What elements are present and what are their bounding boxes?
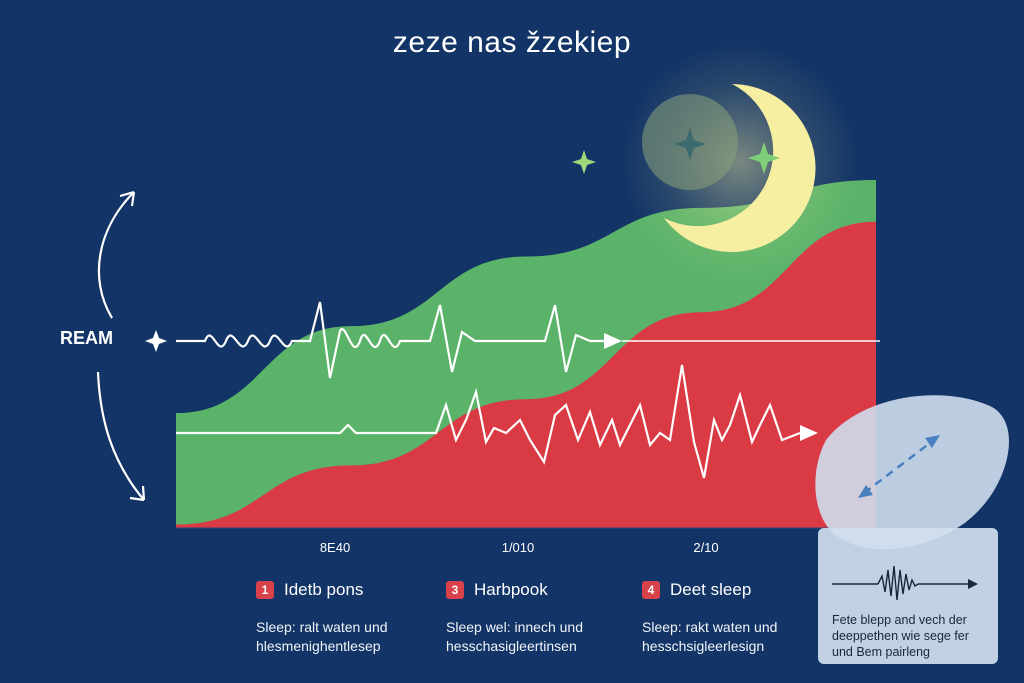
deep-waveform-line	[176, 364, 801, 479]
x-tick-label: 8E40	[320, 540, 350, 555]
series-area-lower	[176, 221, 876, 528]
legend-name: Harbpook	[474, 580, 548, 599]
legend-item: 3 Harbpook Sleep wel: innech und hesscha…	[446, 580, 626, 656]
rem-waveform-line	[176, 301, 610, 379]
sparkle-icon	[674, 128, 706, 160]
legend-description: Sleep wel: innech und hesschasigleertins…	[446, 619, 583, 654]
sparkle-icon	[145, 330, 167, 352]
x-tick-label: 1/010	[502, 540, 535, 555]
legend-item: 1 Idetb pons Sleep: ralt waten und hlesm…	[256, 580, 436, 656]
deep-arrow-head	[800, 425, 818, 441]
moon-icon	[664, 84, 816, 252]
info-note-text: Fete blepp and vech der deeppethen wie s…	[832, 613, 969, 659]
legend-number-badge: 1	[256, 581, 274, 599]
double-arrow-icon	[858, 435, 940, 498]
info-note-card: Fete blepp and vech der deeppethen wie s…	[818, 528, 998, 664]
rem-side-label: REAM	[60, 328, 113, 348]
legend-description: Sleep: ralt waten und hlesmenighentlesep	[256, 619, 388, 654]
legend-number-badge: 3	[446, 581, 464, 599]
legend-name: Deet sleep	[670, 580, 752, 599]
legend-item: 4 Deet sleep Sleep: rakt waten und hessc…	[642, 580, 822, 656]
pebble-shape	[815, 395, 1009, 550]
x-tick-label: 2/10	[693, 540, 718, 555]
legend-description: Sleep: rakt waten und hesschsigleerlesig…	[642, 619, 778, 654]
rem-arrow-head	[604, 333, 622, 349]
cycle-arrow-icon	[96, 190, 146, 502]
legend-number-badge: 4	[642, 581, 660, 599]
sparkle-icon	[572, 150, 596, 174]
legend-name: Idetb pons	[284, 580, 364, 599]
page-title: zeze nas žzekiep	[392, 26, 632, 59]
sparkle-icon	[748, 142, 780, 174]
waveform-icon	[832, 565, 978, 601]
